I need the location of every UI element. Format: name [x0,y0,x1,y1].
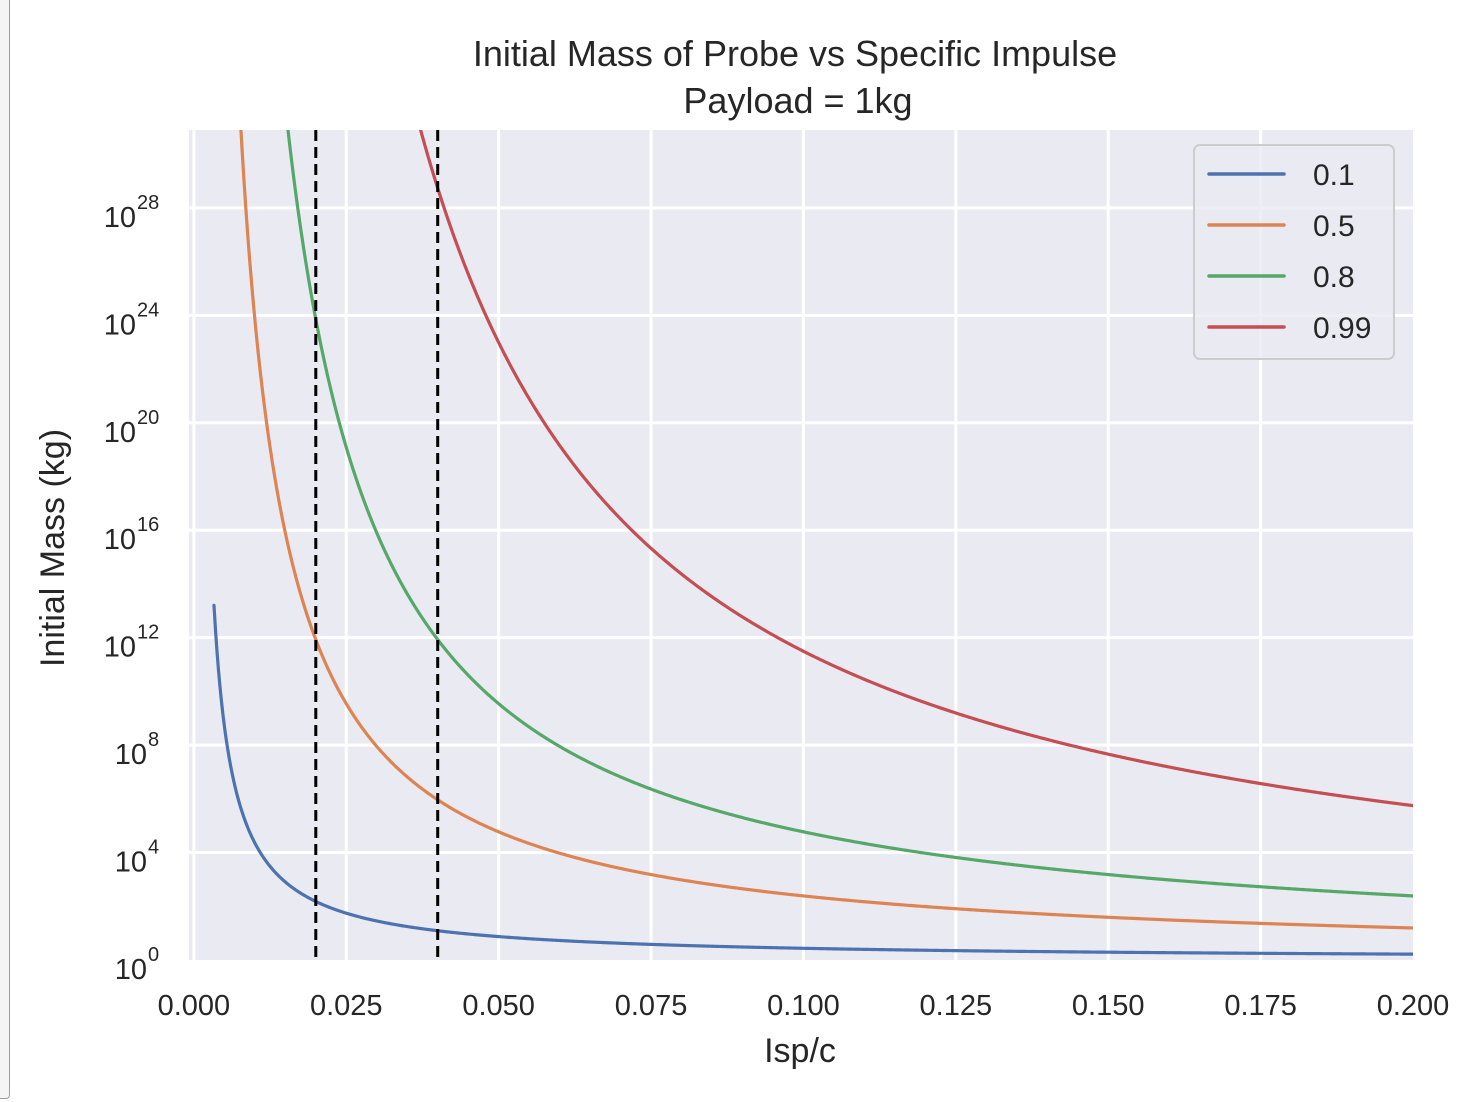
y-tick-exponent: 24 [137,299,159,321]
y-tick-exponent: 0 [148,944,159,966]
y-tick-base: 10 [104,632,136,664]
x-tick-label: 0.000 [158,990,231,1022]
series-line-0.8 [286,130,1413,898]
y-tick-base: 10 [104,417,136,449]
legend-frame [1193,144,1395,360]
series-line-0.99 [418,130,1413,808]
y-tick-exponent: 12 [137,622,159,644]
x-tick-label: 0.100 [767,990,840,1022]
x-axis-label: Isp/c [764,1032,836,1070]
chart-subtitle: Payload = 1kg [683,80,912,121]
legend-label: 0.5 [1313,210,1355,243]
notebook-cell-gutter [0,0,10,1099]
y-tick-base: 10 [115,954,147,986]
y-tick-label: 10 28 [104,192,160,234]
y-tick-label: 10 24 [104,299,160,341]
legend-item-0.5: 0.5 [1207,210,1355,243]
y-tick-label: 10 0 [115,944,159,986]
y-tick-base: 10 [115,739,147,771]
series-lines [212,130,1413,956]
x-tick-label: 0.200 [1377,990,1450,1022]
y-tick-exponent: 4 [148,837,159,859]
y-tick-base: 10 [104,524,136,556]
x-tick-label: 0.050 [462,990,535,1022]
chart-title: Initial Mass of Probe vs Specific Impuls… [473,33,1117,74]
y-tick-label: 10 8 [115,729,159,771]
legend-item-0.1: 0.1 [1207,159,1355,192]
x-tick-label: 0.125 [920,990,993,1022]
legend: 0.1 0.5 0.8 0.99 [1193,144,1395,360]
y-tick-exponent: 8 [148,729,159,751]
y-tick-exponent: 16 [137,514,159,536]
y-axis-label: Initial Mass (kg) [34,429,72,667]
reference-lines [314,130,440,960]
y-tick-exponent: 28 [137,192,159,214]
x-tick-label: 0.150 [1072,990,1145,1022]
x-tick-label: 0.025 [310,990,383,1022]
y-tick-label: 10 4 [115,837,159,879]
legend-label: 0.8 [1313,261,1355,294]
series-line-0.1 [212,603,1413,956]
x-axis-ticks: 0.000 0.025 0.050 0.075 0.100 0.125 0.150 0.175… [158,990,1450,1022]
legend-item-0.99: 0.99 [1207,312,1371,345]
y-tick-base: 10 [104,202,136,234]
legend-label: 0.99 [1313,312,1371,345]
y-tick-label: 10 20 [104,407,160,449]
series-line-0.5 [239,130,1413,930]
legend-item-0.8: 0.8 [1207,261,1355,294]
x-tick-label: 0.175 [1224,990,1297,1022]
y-tick-base: 10 [115,847,147,879]
legend-label: 0.1 [1313,159,1355,192]
y-tick-label: 10 16 [104,514,160,556]
x-tick-label: 0.075 [615,990,688,1022]
y-tick-label: 10 12 [104,622,160,664]
y-tick-base: 10 [104,309,136,341]
y-tick-exponent: 20 [137,407,159,429]
